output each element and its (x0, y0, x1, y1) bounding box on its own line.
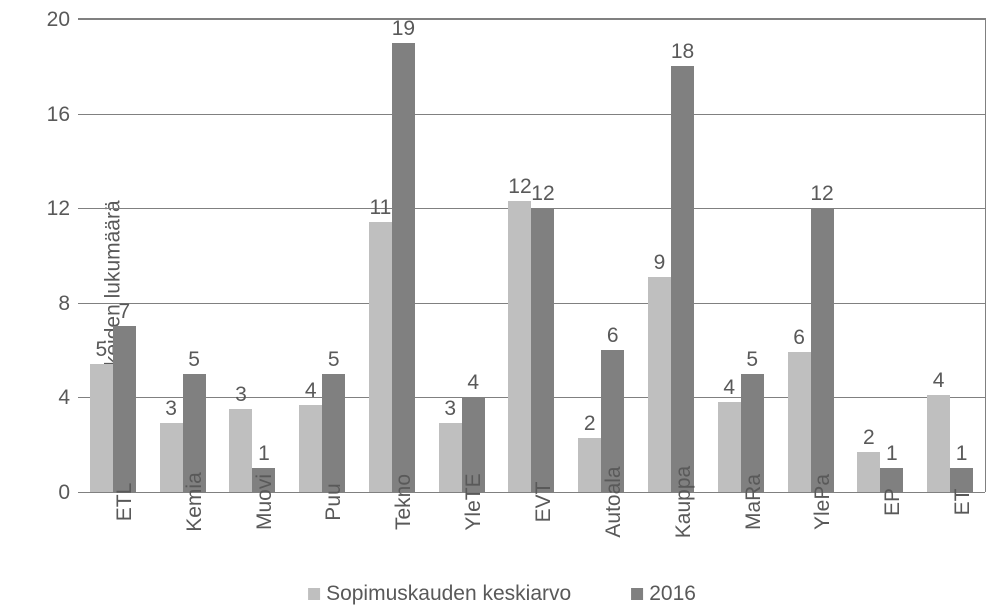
legend-item-series1: Sopimuskauden keskiarvo (308, 582, 571, 606)
bar: 9 (648, 277, 671, 492)
bar-value-label: 5 (96, 338, 108, 362)
bar-value-label: 4 (723, 376, 735, 400)
bar-value-label: 5 (746, 348, 758, 372)
bar-group: 41 (915, 19, 985, 492)
bar: 12 (531, 208, 554, 492)
bar: 4 (927, 395, 950, 492)
legend-label-series2: 2016 (649, 582, 696, 606)
bar-group: 1119 (357, 19, 427, 492)
bar-value-label: 6 (793, 326, 805, 350)
bar-group: 26 (566, 19, 636, 492)
bar-value-label: 5 (328, 348, 340, 372)
bar-value-label: 12 (508, 175, 531, 199)
bar-value-label: 2 (863, 426, 875, 450)
bar-group: 1212 (497, 19, 567, 492)
bar-value-label: 3 (165, 397, 177, 421)
bar-value-label: 4 (467, 371, 479, 395)
bar-value-label: 5 (188, 348, 200, 372)
bar: 19 (392, 43, 415, 492)
bar-group: 45 (706, 19, 776, 492)
bar-value-label: 3 (235, 383, 247, 407)
bar: 3 (229, 409, 252, 492)
bar-value-label: 4 (305, 379, 317, 403)
bar-group: 31 (218, 19, 288, 492)
bar-value-label: 3 (444, 397, 456, 421)
bar-group: 21 (845, 19, 915, 492)
bar-value-label: 12 (531, 182, 554, 206)
bar-value-label: 7 (119, 300, 131, 324)
bar: 2 (578, 438, 601, 492)
bar: 12 (508, 201, 531, 492)
bar: 2 (857, 452, 880, 492)
bar-value-label: 18 (671, 40, 694, 64)
legend-item-series2: 2016 (631, 582, 696, 606)
y-tick-label: 12 (47, 197, 70, 221)
bar: 3 (160, 423, 183, 492)
plot-area: 048121620 573531451119341212269184561221… (78, 18, 986, 492)
bar-value-label: 2 (584, 412, 596, 436)
y-tick-label: 0 (58, 481, 70, 505)
bar: 11 (369, 222, 392, 492)
bar-group: 34 (427, 19, 497, 492)
bar: 12 (811, 208, 834, 492)
bar: 4 (299, 405, 322, 493)
bar-value-label: 9 (654, 251, 666, 275)
y-tick-label: 16 (47, 103, 70, 127)
bar: 6 (788, 352, 811, 492)
bar-group: 45 (287, 19, 357, 492)
legend-swatch-series1 (308, 588, 320, 600)
bar: 7 (113, 326, 136, 492)
chart-container: hankkeiden lukumäärä 048121620 573531451… (0, 0, 1004, 612)
bar-group: 612 (776, 19, 846, 492)
bar-group: 57 (78, 19, 148, 492)
legend-swatch-series2 (631, 588, 643, 600)
bars-area: 57353145111934121226918456122141 (78, 19, 985, 492)
bar-value-label: 1 (886, 442, 898, 466)
bar-value-label: 4 (933, 369, 945, 393)
bar-group: 35 (148, 19, 218, 492)
bar: 4 (718, 402, 741, 492)
bar-value-label: 1 (258, 442, 270, 466)
bar-value-label: 6 (607, 324, 619, 348)
bar-value-label: 1 (956, 442, 968, 466)
bar: 18 (671, 66, 694, 492)
bar-value-label: 12 (810, 182, 833, 206)
y-tick-label: 8 (58, 292, 70, 316)
y-tick-label: 20 (47, 8, 70, 32)
legend-label-series1: Sopimuskauden keskiarvo (326, 582, 571, 606)
y-tick-label: 4 (58, 386, 70, 410)
bar-group: 918 (636, 19, 706, 492)
bar: 5 (322, 374, 345, 492)
bar-value-label: 11 (370, 196, 392, 220)
bar: 3 (439, 423, 462, 492)
bar: 5 (90, 364, 113, 492)
bar-value-label: 19 (392, 17, 415, 41)
legend: Sopimuskauden keskiarvo 2016 (308, 582, 696, 606)
